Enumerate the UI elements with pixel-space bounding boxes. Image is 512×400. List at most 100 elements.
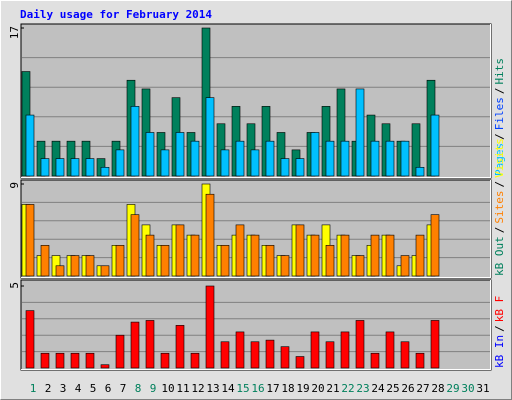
bar <box>115 149 125 177</box>
y-tick-label: 5 <box>8 282 21 289</box>
x-tick-label: 2 <box>45 382 52 395</box>
x-tick-label: 10 <box>161 382 174 395</box>
bar <box>400 341 410 369</box>
bar <box>85 255 95 277</box>
bar <box>325 140 335 177</box>
bar <box>85 158 95 177</box>
bar <box>145 320 155 369</box>
legend-entry: Pages <box>493 143 506 176</box>
x-tick-label: 28 <box>431 382 444 395</box>
plot-bevel <box>21 24 491 178</box>
x-tick-label: 1 <box>30 382 37 395</box>
x-tick-label: 19 <box>296 382 309 395</box>
bar <box>280 158 290 177</box>
bar <box>70 352 80 369</box>
x-tick-label: 31 <box>476 382 489 395</box>
bar <box>175 132 185 177</box>
legend: kB In / kB F <box>493 296 506 368</box>
bar <box>400 255 410 277</box>
bar <box>220 341 230 369</box>
bar <box>220 149 230 177</box>
bar <box>130 321 140 369</box>
legend-entry: Files <box>493 97 506 130</box>
bar <box>205 97 215 177</box>
bar <box>55 158 65 177</box>
x-tick-label: 11 <box>176 382 189 395</box>
plot-bevel <box>21 280 491 370</box>
legend: Pages / Files / Hits <box>493 58 506 176</box>
legend-separator: / <box>493 181 506 188</box>
bar <box>385 234 395 277</box>
bar <box>190 352 200 369</box>
bar <box>40 352 50 369</box>
x-tick-label: 24 <box>371 382 385 395</box>
x-tick-label: 3 <box>60 382 67 395</box>
x-tick-label: 29 <box>446 382 459 395</box>
bar <box>100 166 110 177</box>
bar <box>430 320 440 369</box>
y-tick-label: 9 <box>8 182 21 189</box>
bar <box>340 234 350 277</box>
bar <box>385 331 395 369</box>
plot-bevel <box>21 180 491 278</box>
bar <box>85 352 95 369</box>
bar <box>175 224 185 277</box>
bar <box>25 204 35 277</box>
bar <box>190 234 200 277</box>
x-tick-label: 16 <box>251 382 264 395</box>
bar <box>250 149 260 177</box>
bar <box>370 140 380 177</box>
bar <box>160 352 170 369</box>
x-tick-label: 21 <box>326 382 339 395</box>
bar <box>385 140 395 177</box>
bar <box>40 158 50 177</box>
x-tick-label: 8 <box>135 382 142 395</box>
x-tick-label: 26 <box>401 382 414 395</box>
x-tick-label: 23 <box>356 382 369 395</box>
bar <box>355 255 365 277</box>
x-tick-label: 13 <box>206 382 219 395</box>
bar <box>310 331 320 369</box>
bar <box>55 265 65 277</box>
bar <box>70 255 80 277</box>
bar <box>370 352 380 369</box>
bar <box>340 331 350 369</box>
bar <box>205 285 215 369</box>
bar <box>115 245 125 277</box>
bar <box>415 166 425 177</box>
bar <box>130 214 140 277</box>
bar <box>40 245 50 277</box>
bar <box>175 325 185 369</box>
legend-entry: kB Out <box>493 236 506 276</box>
bar <box>265 339 275 369</box>
x-tick-label: 9 <box>150 382 157 395</box>
legend-separator: / <box>493 133 506 140</box>
x-tick-label: 15 <box>236 382 249 395</box>
bar <box>25 310 35 369</box>
x-tick-label: 18 <box>281 382 294 395</box>
bar <box>310 234 320 277</box>
legend-entry: kB F <box>493 296 506 323</box>
bar <box>205 193 215 277</box>
x-tick-label: 14 <box>221 382 235 395</box>
bar <box>370 234 380 277</box>
bar <box>295 356 305 369</box>
x-tick-label: 6 <box>105 382 112 395</box>
bar <box>70 158 80 177</box>
bar <box>250 234 260 277</box>
bar <box>55 352 65 369</box>
x-tick-label: 20 <box>311 382 324 395</box>
bar <box>235 331 245 369</box>
x-tick-label: 7 <box>120 382 127 395</box>
x-tick-label: 5 <box>90 382 97 395</box>
bar <box>25 114 35 177</box>
bar <box>115 334 125 369</box>
x-tick-label: 25 <box>386 382 399 395</box>
bar <box>250 341 260 369</box>
bar <box>190 140 200 177</box>
bar <box>325 341 335 369</box>
y-tick-label: 17 <box>8 26 21 39</box>
x-tick-label: 17 <box>266 382 279 395</box>
